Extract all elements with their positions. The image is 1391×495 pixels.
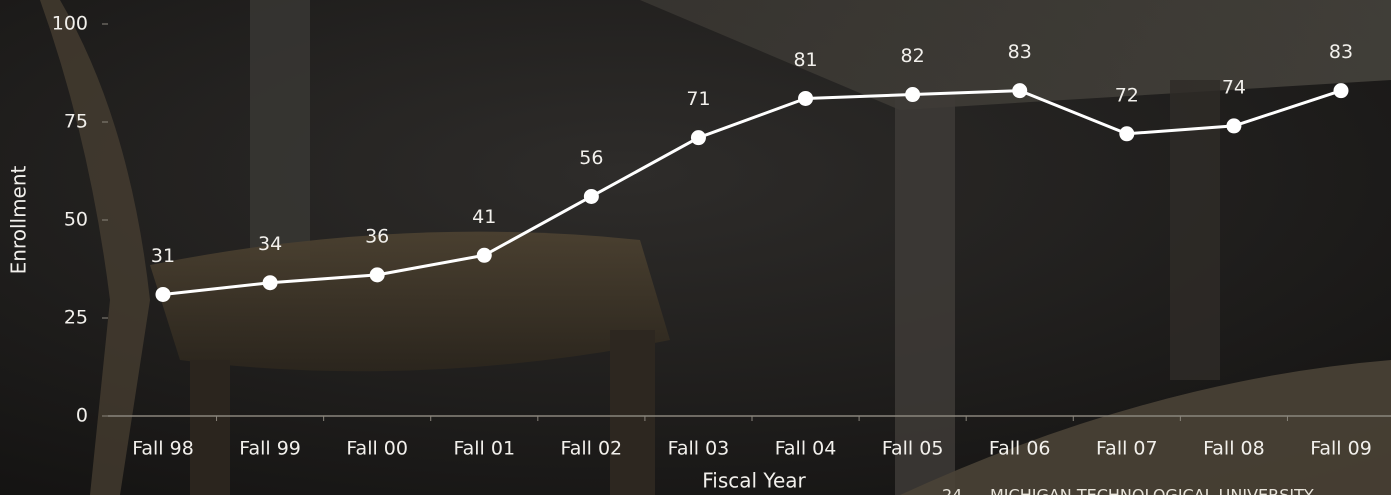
- x-tick-label: Fall 06: [989, 438, 1051, 460]
- x-tick-label: Fall 07: [1096, 438, 1158, 460]
- y-axis-title: Enrollment: [7, 165, 31, 274]
- footer-text: MICHIGAN TECHNOLOGICAL UNIVERSITY: [990, 486, 1314, 495]
- point: [690, 130, 706, 146]
- x-tick-label: Fall 98: [132, 438, 194, 460]
- y-tick-label: 100: [52, 13, 88, 35]
- data-label: 71: [686, 88, 710, 110]
- x-tick-label: Fall 09: [1310, 438, 1372, 460]
- point: [369, 267, 385, 283]
- y-tick-label: 25: [64, 307, 88, 329]
- data-label: 41: [472, 206, 496, 228]
- point: [905, 87, 921, 103]
- data-label: 81: [793, 49, 817, 71]
- page-number: 24: [942, 486, 962, 495]
- data-label: 74: [1222, 76, 1246, 98]
- data-label: 83: [1329, 41, 1353, 63]
- x-tick-label: Fall 04: [775, 438, 837, 460]
- data-label: 56: [579, 147, 603, 169]
- data-label: 83: [1008, 41, 1032, 63]
- line: [162, 89, 1342, 296]
- point: [1333, 83, 1349, 99]
- data-label: 72: [1115, 84, 1139, 106]
- x-tick-label: Fall 00: [346, 438, 408, 460]
- data-label: 82: [901, 45, 925, 67]
- x-tick-label: Fall 01: [453, 438, 515, 460]
- x-tick-label: Fall 05: [882, 438, 944, 460]
- point: [262, 275, 278, 291]
- point: [1119, 126, 1135, 142]
- data-label: 31: [151, 245, 175, 267]
- x-tick-label: Fall 02: [561, 438, 623, 460]
- x-tick-label: Fall 08: [1203, 438, 1265, 460]
- data-label: 34: [258, 233, 282, 255]
- point: [1012, 83, 1028, 99]
- y-tick-label: 75: [64, 111, 88, 133]
- x-tick-label: Fall 99: [239, 438, 301, 460]
- point: [583, 188, 599, 204]
- point: [1226, 118, 1242, 134]
- data-label: 36: [365, 225, 389, 247]
- x-tick-label: Fall 03: [668, 438, 730, 460]
- point: [155, 286, 171, 302]
- point: [798, 90, 814, 106]
- x-axis-title: Fiscal Year: [702, 469, 806, 493]
- point: [476, 247, 492, 263]
- y-tick-label: 0: [76, 405, 88, 427]
- y-tick-label: 50: [64, 209, 88, 231]
